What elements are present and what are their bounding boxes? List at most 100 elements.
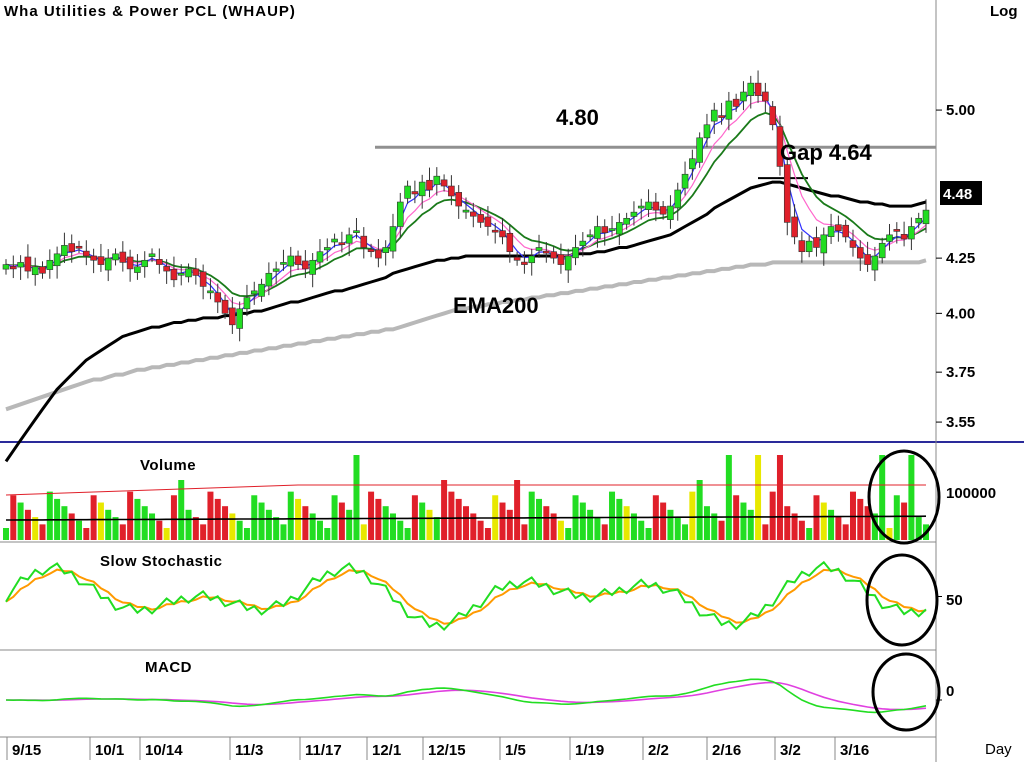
- candle-body: [878, 242, 886, 259]
- candle-body: [17, 262, 24, 268]
- candle-body: [61, 245, 68, 256]
- volume-bar: [718, 520, 725, 540]
- volume-bar: [915, 517, 922, 540]
- candle-body: [389, 226, 397, 252]
- stochastic-k-line: [5, 560, 927, 632]
- volume-bar: [842, 524, 849, 540]
- macd-label: MACD: [145, 659, 192, 676]
- volume-bar: [229, 513, 236, 540]
- price-tick-label: 5.00: [946, 102, 975, 119]
- candle-body: [922, 209, 930, 225]
- candle-body: [623, 217, 630, 225]
- candle-body: [696, 137, 703, 163]
- x-axis-label: 3/16: [840, 742, 869, 759]
- x-axis-label: 1/19: [575, 742, 604, 759]
- scale-label: Log: [990, 3, 1018, 20]
- candle-body: [601, 226, 609, 234]
- volume-bar: [470, 513, 477, 540]
- volume-bar: [871, 513, 878, 540]
- x-axis-label: 11/3: [235, 742, 263, 759]
- candle-body: [440, 179, 448, 187]
- candle-body: [667, 205, 674, 220]
- candle-body: [871, 255, 879, 271]
- volume-bar: [857, 498, 864, 540]
- volume-ma-line: [6, 515, 927, 521]
- candle-body: [302, 260, 309, 270]
- chart-title: Wha Utilities & Power PCL (WHAUP): [4, 3, 296, 20]
- candle-body: [900, 234, 908, 240]
- highlight-circle-stochastic: [865, 553, 939, 647]
- x-footer-label: Day: [985, 741, 1012, 758]
- volume-bar: [506, 509, 513, 540]
- candle-body: [338, 242, 346, 245]
- x-axis-label: 2/16: [712, 742, 741, 759]
- volume-bar: [287, 491, 294, 540]
- volume-bar: [448, 491, 455, 540]
- volume-bar: [536, 498, 543, 540]
- candle-body: [637, 205, 645, 209]
- candle-body: [396, 201, 404, 227]
- candle-body: [630, 211, 638, 217]
- ema200-line: [4, 180, 927, 463]
- price-tick-label: 3.55: [946, 414, 975, 431]
- volume-bar: [543, 506, 550, 540]
- candle-body: [31, 266, 39, 276]
- volume-bar: [156, 520, 163, 540]
- volume-bar: [455, 498, 462, 540]
- volume-bar: [616, 498, 623, 540]
- candle-body: [53, 253, 61, 267]
- candle-body: [287, 255, 295, 267]
- volume-bar: [747, 509, 754, 540]
- volume-bar: [360, 524, 367, 540]
- volume-bar: [769, 491, 776, 540]
- volume-bar: [265, 509, 272, 540]
- volume-bar: [375, 498, 382, 540]
- resistance-label: 4.80: [556, 105, 599, 130]
- volume-bar: [251, 495, 258, 540]
- candle-body: [543, 250, 550, 254]
- volume-bar: [76, 520, 83, 540]
- candle-body: [426, 179, 433, 191]
- candle-body: [725, 100, 733, 120]
- candle-body: [2, 264, 10, 270]
- volume-bar: [397, 520, 404, 540]
- ema-label: EMA200: [453, 293, 539, 318]
- volume-bar: [382, 506, 389, 540]
- candle-body: [674, 189, 682, 209]
- candle-body: [418, 181, 426, 197]
- candle-body: [594, 226, 601, 239]
- volume-bar: [419, 502, 426, 540]
- volume-bar: [192, 517, 199, 540]
- volume-bar: [908, 455, 915, 540]
- volume-bar: [901, 502, 908, 540]
- candle-body: [46, 259, 54, 270]
- candle-body: [97, 256, 105, 265]
- volume-bar: [784, 506, 791, 540]
- candle-body: [791, 216, 798, 238]
- volume-bar: [353, 455, 360, 540]
- candle-body: [462, 209, 470, 213]
- volume-label: Volume: [140, 457, 196, 474]
- volume-bar: [645, 528, 652, 540]
- volume-bar: [404, 528, 411, 540]
- candle-body: [915, 217, 922, 224]
- price-tick-label: 4.00: [946, 305, 975, 322]
- volume-bar: [521, 524, 528, 540]
- volume-bar: [499, 502, 506, 540]
- candle-body: [250, 290, 258, 295]
- candle-body: [294, 255, 302, 265]
- volume-bar: [703, 506, 710, 540]
- candle-body: [24, 256, 32, 272]
- volume-bar: [835, 517, 842, 540]
- volume-bar: [879, 455, 886, 540]
- candle-body: [126, 256, 134, 270]
- volume-bar: [61, 506, 68, 540]
- candle-body: [10, 266, 17, 270]
- volume-bar: [112, 517, 119, 540]
- volume-bar: [550, 513, 557, 540]
- candle-body: [827, 226, 835, 237]
- candle-body: [39, 266, 46, 274]
- candle-body: [243, 297, 251, 310]
